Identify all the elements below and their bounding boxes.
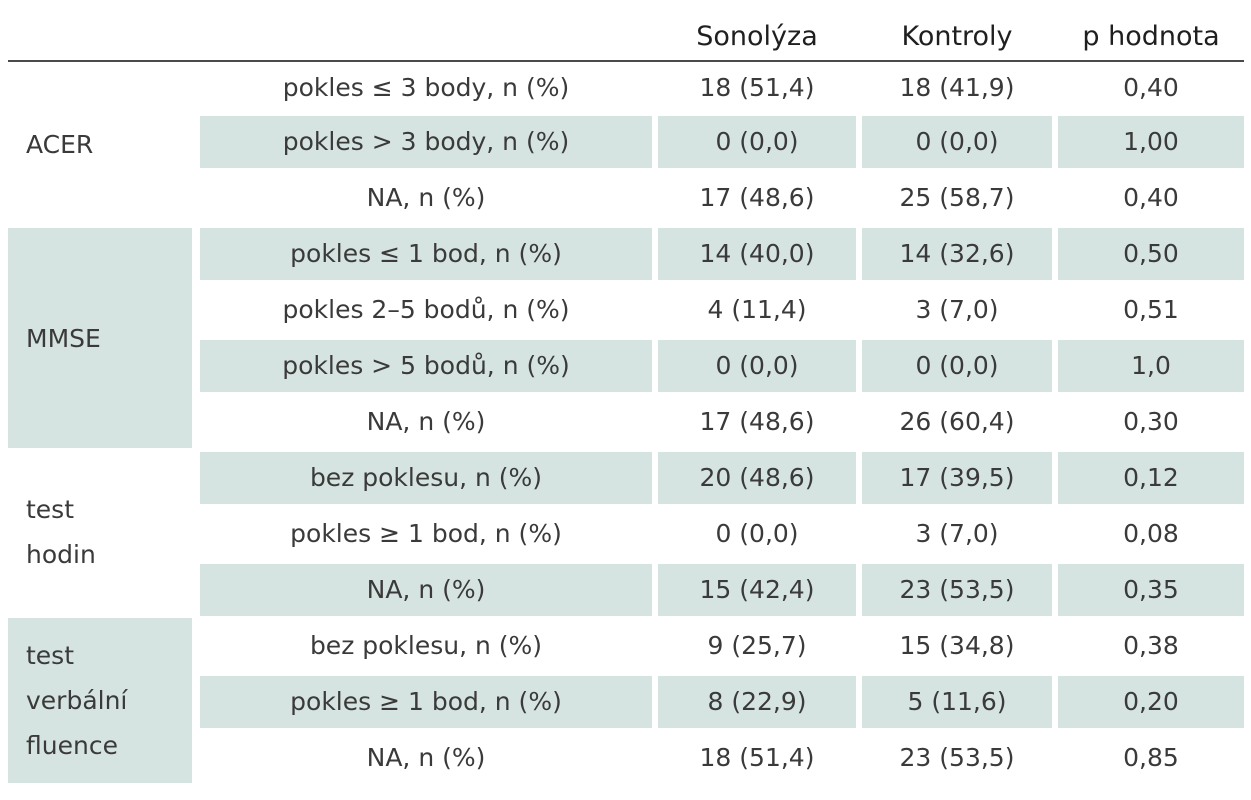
header-sonolyza: Sonolýza <box>696 21 818 52</box>
kontroly-value: 5 (11,6) <box>862 676 1052 728</box>
p-value: 0,38 <box>1123 631 1179 660</box>
sonolyza-value: 20 (48,6) <box>658 452 856 504</box>
p-value: 1,0 <box>1058 340 1244 392</box>
sonolyza-value: 15 (42,4) <box>658 564 856 616</box>
p-value: 1,00 <box>1058 116 1244 168</box>
kontroly-value: 25 (58,7) <box>899 183 1015 212</box>
row-label: pokles 2–5 bodů, n (%) <box>282 295 570 324</box>
kontroly-value: 23 (53,5) <box>899 743 1015 772</box>
group-label: ACER <box>26 129 94 159</box>
kontroly-value: 18 (41,9) <box>899 73 1015 102</box>
p-value: 0,35 <box>1058 564 1244 616</box>
p-value: 0,08 <box>1123 519 1179 548</box>
sonolyza-value: 17 (48,6) <box>699 183 815 212</box>
group-test-verbalni-fluence: test verbální fluence <box>8 618 192 783</box>
sonolyza-value: 17 (48,6) <box>699 407 815 436</box>
sonolyza-value: 14 (40,0) <box>658 228 856 280</box>
sonolyza-value: 9 (25,7) <box>707 631 807 660</box>
row-label: pokles ≥ 1 bod, n (%) <box>290 519 562 548</box>
p-value: 0,20 <box>1058 676 1244 728</box>
group-label: MMSE <box>26 323 101 353</box>
sonolyza-value: 8 (22,9) <box>658 676 856 728</box>
kontroly-value: 15 (34,8) <box>899 631 1015 660</box>
kontroly-value: 23 (53,5) <box>862 564 1052 616</box>
sonolyza-value: 0 (0,0) <box>658 340 856 392</box>
group-mmse: MMSE <box>8 228 192 448</box>
p-value: 0,85 <box>1123 743 1179 772</box>
row-label: pokles > 5 bodů, n (%) <box>200 340 652 392</box>
sonolyza-value: 18 (51,4) <box>699 73 815 102</box>
header-p-hodnota: p hodnota <box>1082 21 1220 52</box>
row-label: pokles ≤ 3 body, n (%) <box>282 73 570 102</box>
kontroly-value: 0 (0,0) <box>862 340 1052 392</box>
header-kontroly: Kontroly <box>901 21 1013 52</box>
p-value: 0,40 <box>1123 73 1179 102</box>
sonolyza-value: 0 (0,0) <box>715 519 799 548</box>
row-label: bez poklesu, n (%) <box>309 631 543 660</box>
sonolyza-value: 18 (51,4) <box>699 743 815 772</box>
group-label: test hodin <box>26 495 96 569</box>
row-label: bez poklesu, n (%) <box>200 452 652 504</box>
row-label: NA, n (%) <box>366 743 486 772</box>
row-label: NA, n (%) <box>366 183 486 212</box>
kontroly-value: 3 (7,0) <box>915 519 999 548</box>
kontroly-value: 26 (60,4) <box>899 407 1015 436</box>
kontroly-value: 3 (7,0) <box>915 295 999 324</box>
group-test-hodin: test hodin <box>8 450 192 614</box>
p-value: 0,30 <box>1123 407 1179 436</box>
row-label: pokles > 3 body, n (%) <box>200 116 652 168</box>
header-rule <box>8 60 1244 62</box>
p-value: 0,12 <box>1058 452 1244 504</box>
p-value: 0,40 <box>1123 183 1179 212</box>
row-label: NA, n (%) <box>366 407 486 436</box>
sonolyza-value: 0 (0,0) <box>658 116 856 168</box>
p-value: 0,50 <box>1058 228 1244 280</box>
group-label: test verbální fluence <box>26 641 128 760</box>
row-label: NA, n (%) <box>200 564 652 616</box>
kontroly-value: 17 (39,5) <box>862 452 1052 504</box>
kontroly-value: 0 (0,0) <box>862 116 1052 168</box>
row-label: pokles ≥ 1 bod, n (%) <box>200 676 652 728</box>
kontroly-value: 14 (32,6) <box>862 228 1052 280</box>
group-acer: ACER <box>8 62 192 226</box>
p-value: 0,51 <box>1123 295 1179 324</box>
sonolyza-value: 4 (11,4) <box>707 295 807 324</box>
row-label: pokles ≤ 1 bod, n (%) <box>200 228 652 280</box>
